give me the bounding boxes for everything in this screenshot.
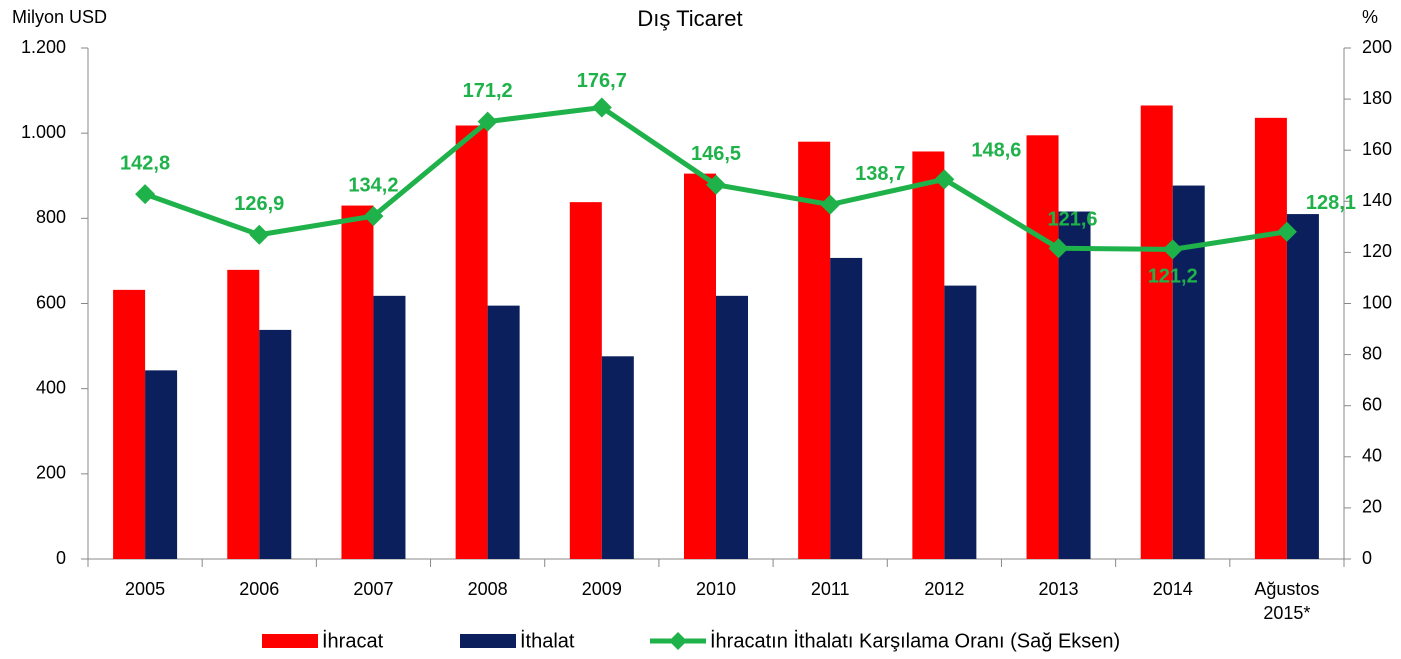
- y-tick-label: 800: [36, 207, 66, 227]
- x-tick-label: Ağustos 2015*: [1254, 579, 1320, 623]
- data-label: 146,5: [691, 143, 741, 165]
- x-tick-label: 2009: [581, 579, 622, 599]
- y-tick-label: 1.000: [21, 122, 66, 142]
- data-label: 148,6: [971, 140, 1021, 162]
- bar: [259, 329, 292, 559]
- marker: [820, 194, 841, 215]
- bar: [798, 141, 831, 559]
- marker: [591, 97, 612, 118]
- y-axis-label: Milyon USD: [12, 7, 107, 27]
- data-label: 126,9: [234, 193, 284, 215]
- x-tick-label: 2011: [810, 579, 850, 599]
- bar: [716, 295, 748, 559]
- bar: [487, 305, 520, 559]
- y-tick-label: 1.200: [21, 37, 66, 57]
- marker: [934, 169, 955, 190]
- bar: [1254, 117, 1287, 559]
- x-tick-label: 2013: [1038, 579, 1079, 599]
- legend-swatch: [262, 634, 318, 648]
- legend-label: İthalat: [520, 629, 575, 652]
- bar: [145, 370, 178, 559]
- bar: [1286, 214, 1319, 559]
- bar: [455, 125, 488, 560]
- bar: [569, 202, 602, 559]
- y2-axis-label: %: [1362, 7, 1378, 27]
- bar: [1058, 211, 1091, 559]
- bar: [912, 151, 945, 560]
- bar: [601, 356, 634, 559]
- data-label: 128,1: [1306, 192, 1356, 214]
- y2-tick-label: 180: [1362, 88, 1392, 108]
- y2-tick-label: 160: [1362, 139, 1392, 159]
- y2-tick-label: 100: [1362, 292, 1392, 312]
- y2-tick-label: 140: [1362, 190, 1392, 210]
- y-tick-label: 600: [36, 292, 66, 312]
- y2-tick-label: 20: [1362, 497, 1382, 517]
- bar: [1140, 105, 1173, 560]
- marker: [1162, 239, 1183, 260]
- y2-tick-label: 60: [1362, 394, 1382, 414]
- bar: [830, 257, 863, 559]
- x-tick-label: 2006: [239, 579, 280, 599]
- marker: [477, 111, 498, 132]
- chart-title: Dış Ticaret: [637, 6, 742, 31]
- data-label: 171,2: [463, 80, 513, 102]
- data-label: 134,2: [348, 174, 398, 196]
- data-label: 121,2: [1148, 266, 1198, 288]
- y2-tick-label: 0: [1362, 548, 1372, 568]
- y2-tick-label: 80: [1362, 343, 1382, 363]
- x-tick-label: 2005: [125, 579, 166, 599]
- marker: [1048, 238, 1069, 259]
- x-tick-label: 2010: [695, 579, 737, 599]
- x-tick-label: 2007: [353, 579, 394, 599]
- x-tick-label: 2008: [467, 579, 508, 599]
- bar: [944, 285, 977, 559]
- bar: [373, 295, 406, 559]
- x-tick-label: 2012: [924, 579, 965, 599]
- bar: [1026, 135, 1059, 559]
- bar: [684, 173, 716, 559]
- marker: [363, 206, 384, 227]
- marker: [249, 224, 270, 245]
- y-tick-label: 200: [36, 463, 66, 483]
- marker: [1276, 221, 1297, 242]
- legend-marker: [669, 632, 687, 650]
- bar: [227, 269, 260, 559]
- y2-tick-label: 120: [1362, 241, 1392, 261]
- y2-tick-label: 200: [1362, 37, 1392, 57]
- x-tick-label: 2014: [1152, 579, 1193, 599]
- legend-swatch: [460, 634, 516, 648]
- y-tick-label: 400: [36, 377, 66, 397]
- y2-tick-label: 40: [1362, 446, 1382, 466]
- data-label: 176,7: [577, 70, 627, 92]
- data-label: 138,7: [855, 163, 905, 185]
- marker: [706, 174, 726, 195]
- marker: [135, 184, 156, 205]
- legend-label: İhracat: [322, 629, 384, 652]
- y-tick-label: 0: [56, 548, 66, 568]
- data-label: 142,8: [120, 152, 170, 174]
- bar: [1172, 185, 1205, 559]
- legend-label: İhracatın İthalatı Karşılama Oranı (Sağ …: [710, 629, 1120, 652]
- data-label: 121,6: [1048, 209, 1098, 231]
- bar: [341, 205, 374, 559]
- bar: [113, 289, 146, 559]
